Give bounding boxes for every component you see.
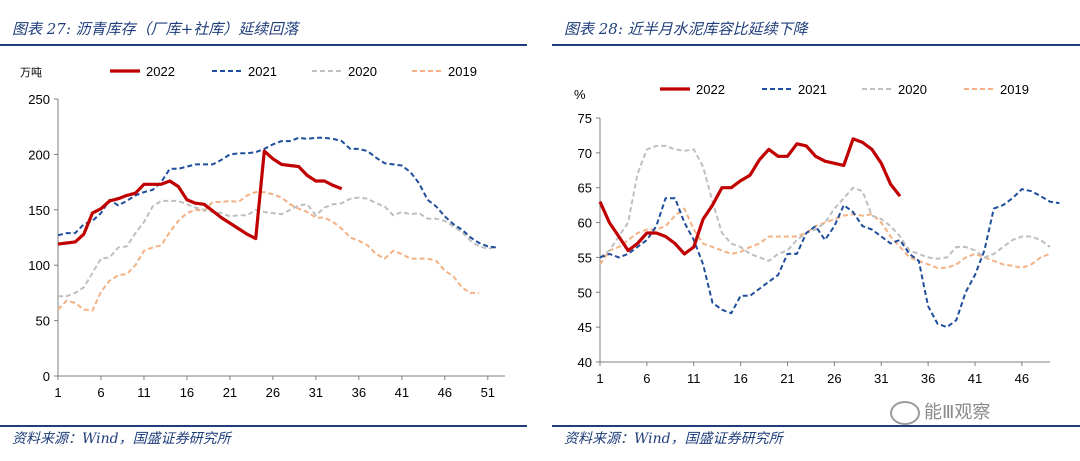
y-tick-label: 150 xyxy=(28,203,50,218)
series-line-2020 xyxy=(599,144,1051,262)
y-tick-label: 75 xyxy=(578,111,592,126)
left-chart-panel: 图表 27: 沥青库存（厂库+社库）延续回落 万吨 0 50 100 150 200 250… xyxy=(0,0,530,461)
watermark-text: 能Ⅲ观察 xyxy=(924,402,991,423)
x-tick-label: 21 xyxy=(780,371,794,386)
y-tick-label: 0 xyxy=(43,369,50,384)
legend-label-2020: 2020 xyxy=(348,64,377,79)
x-tick-label: 51 xyxy=(481,385,495,400)
series-line-2019 xyxy=(57,191,480,312)
x-tick-label: 1 xyxy=(596,371,603,386)
right-source-note: 资料来源：Wind，国盛证券研究所 xyxy=(564,431,783,447)
y-tick-label: 50 xyxy=(36,314,50,329)
x-tick-label: 46 xyxy=(438,385,452,400)
y-tick-label: 55 xyxy=(578,250,592,265)
y-tick-label: 250 xyxy=(28,92,50,107)
right-chart-title: 图表 28: 近半月水泥库容比延续下降 xyxy=(564,20,808,38)
watermark: 能Ⅲ观察 xyxy=(890,398,990,425)
y-tick-label: 40 xyxy=(578,355,592,370)
series-line-2022 xyxy=(57,149,343,246)
y-tick-label: 60 xyxy=(578,216,592,231)
x-tick-label: 26 xyxy=(827,371,841,386)
series-line-2020 xyxy=(58,196,497,298)
x-tick-label: 36 xyxy=(352,385,366,400)
legend-label-2019: 2019 xyxy=(448,64,477,79)
legend-label-2022: 2022 xyxy=(696,82,725,97)
left-source-note: 资料来源：Wind，国盛证券研究所 xyxy=(12,431,231,447)
x-tick-label: 16 xyxy=(733,371,747,386)
x-tick-label: 11 xyxy=(687,371,701,386)
y-tick-label: 65 xyxy=(578,181,592,196)
y-tick-label: 200 xyxy=(28,147,50,162)
x-tick-label: 6 xyxy=(643,371,650,386)
y-tick-label: 70 xyxy=(578,146,592,161)
x-tick-label: 21 xyxy=(223,385,237,400)
y-axis-unit-label: 万吨 xyxy=(20,66,42,79)
legend-label-2021: 2021 xyxy=(798,82,827,97)
legend-label-2022: 2022 xyxy=(146,64,175,79)
x-tick-label: 41 xyxy=(968,371,982,386)
left-source-rule xyxy=(0,425,527,427)
y-axis-unit-label: % xyxy=(574,87,586,102)
y-tick-label: 45 xyxy=(578,320,592,335)
legend-label-2019: 2019 xyxy=(1000,82,1029,97)
x-tick-label: 36 xyxy=(921,371,935,386)
left-title-rule xyxy=(0,44,527,46)
right-title-rule xyxy=(552,44,1080,46)
x-tick-label: 31 xyxy=(874,371,888,386)
legend-label-2020: 2020 xyxy=(898,82,927,97)
x-tick-label: 6 xyxy=(97,385,104,400)
series-line-2019 xyxy=(599,207,1051,269)
right-source-rule xyxy=(552,425,1080,427)
y-tick-label: 50 xyxy=(578,285,592,300)
x-tick-label: 26 xyxy=(266,385,280,400)
x-tick-label: 41 xyxy=(395,385,409,400)
x-tick-label: 11 xyxy=(137,385,151,400)
right-chart-panel: 图表 28: 近半月水泥库容比延续下降 % 40 45 50 55 60 65 70 75 1 6 1… xyxy=(552,0,1080,461)
series-line-2021 xyxy=(599,188,1060,329)
series-line-2022 xyxy=(598,137,902,256)
x-tick-label: 1 xyxy=(54,385,61,400)
y-tick-label: 100 xyxy=(28,258,50,273)
series-line-2021 xyxy=(57,136,497,249)
x-tick-label: 31 xyxy=(309,385,323,400)
legend-label-2021: 2021 xyxy=(248,64,277,79)
x-tick-label: 46 xyxy=(1015,371,1029,386)
x-tick-label: 16 xyxy=(180,385,194,400)
wechat-icon xyxy=(890,401,920,425)
left-chart-title: 图表 27: 沥青库存（厂库+社库）延续回落 xyxy=(12,20,299,38)
